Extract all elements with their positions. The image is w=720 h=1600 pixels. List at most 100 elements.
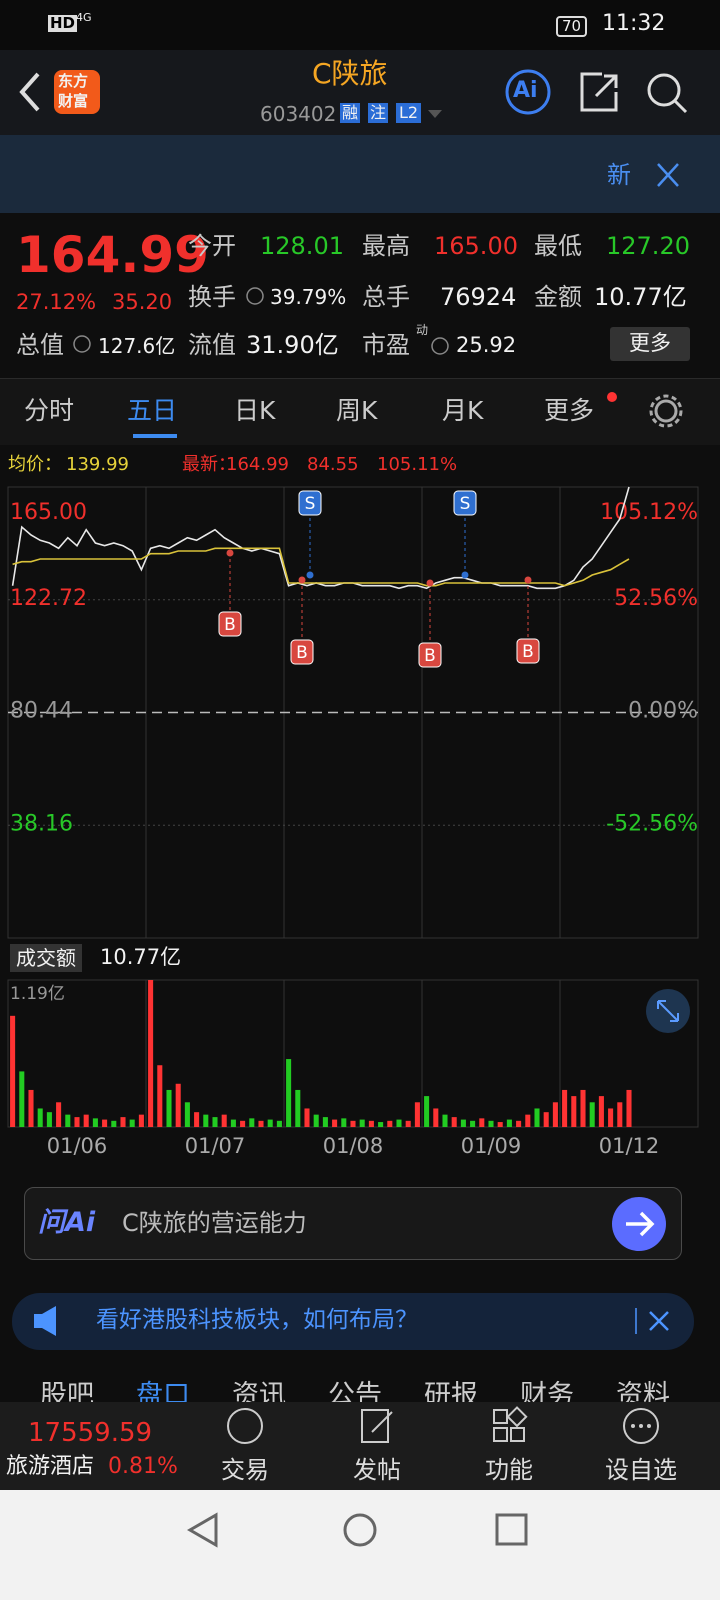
price-line — [11, 486, 630, 590]
volume-bar — [194, 1112, 200, 1127]
volume-bar — [267, 1119, 273, 1127]
volume-bar — [332, 1119, 338, 1127]
more-button[interactable]: 更多 — [610, 327, 690, 361]
y2-tick-label: 105.12% — [600, 500, 698, 525]
volume-bar — [46, 1112, 52, 1127]
volume-bar — [166, 1089, 172, 1127]
tab[interactable]: 月K — [442, 396, 484, 425]
volume-bar — [120, 1117, 126, 1127]
tab[interactable]: 周K — [336, 396, 378, 425]
volume-bar — [405, 1120, 411, 1127]
footer-action[interactable]: 交易 — [221, 1456, 269, 1484]
field-value: 31.90亿 — [246, 331, 339, 359]
volume-bar — [608, 1108, 614, 1127]
volume-total: 10.77亿 — [100, 945, 182, 969]
marker-label: S — [305, 494, 316, 514]
latest-value: 164.99 — [226, 454, 289, 475]
avg-line — [12, 547, 630, 587]
field-value: 39.79% — [270, 285, 347, 309]
volume-bar — [442, 1114, 448, 1127]
marker-label: S — [460, 494, 471, 514]
volume-bar — [157, 1065, 163, 1127]
volume-bar — [322, 1117, 328, 1127]
tab[interactable]: 日K — [234, 396, 276, 425]
volume-bar — [19, 1071, 25, 1127]
y2-tick-label: 0.00% — [628, 699, 698, 724]
volume-bar — [460, 1119, 466, 1127]
y-tick-label: 122.72 — [10, 586, 87, 611]
field-label: 最高 — [362, 232, 410, 260]
volume-bar — [433, 1108, 439, 1127]
y-tick-label: 165.00 — [10, 500, 87, 525]
volume-bar — [230, 1119, 236, 1127]
volume-bar — [626, 1089, 632, 1127]
field-label: 今开 — [188, 232, 236, 260]
marker-dot — [226, 549, 234, 557]
volume-bar — [10, 1015, 16, 1127]
volume-bar — [286, 1059, 292, 1127]
avg-value: 139.99 — [66, 454, 129, 475]
marker-dot — [298, 576, 306, 584]
footer-action[interactable]: 功能 — [485, 1456, 533, 1484]
date-label: 01/09 — [461, 1134, 522, 1158]
volume-bar — [525, 1114, 531, 1127]
tab[interactable]: 更多 — [544, 396, 595, 425]
sector-pct: 0.81% — [108, 1454, 178, 1479]
volume-bar — [138, 1114, 144, 1127]
index-value: 17559.59 — [28, 1418, 153, 1448]
marker-label: B — [296, 643, 308, 663]
volume-bar — [488, 1120, 494, 1127]
volume-bar — [258, 1120, 264, 1127]
stock-code: 603402 — [260, 102, 337, 126]
news-text: 看好港股科技板块，如何布局？ — [96, 1307, 418, 1333]
change-pct: 27.12% — [16, 290, 97, 314]
badge: 融 — [340, 103, 361, 123]
volume-bar — [92, 1118, 98, 1127]
field-value: 10.77亿 — [594, 283, 687, 311]
volume-bar — [424, 1096, 430, 1127]
marker-dot — [426, 579, 434, 587]
expand-icon — [657, 1000, 679, 1022]
network: HD — [48, 14, 78, 32]
volume-bar — [83, 1114, 89, 1127]
volume-bar — [276, 1120, 282, 1127]
volume-bar — [589, 1102, 595, 1127]
y-tick-label: 80.44 — [10, 699, 73, 724]
footer-action[interactable]: 发帖 — [353, 1456, 401, 1484]
volume-bar — [28, 1089, 34, 1127]
volume-bar — [470, 1120, 476, 1127]
volume-bar — [102, 1119, 108, 1127]
marker-label: B — [522, 642, 534, 662]
footer-action[interactable]: 设自选 — [605, 1456, 677, 1484]
field-label: 金额 — [534, 283, 582, 311]
marker-box — [218, 611, 242, 637]
ai-box[interactable] — [24, 1187, 682, 1260]
volume-bar — [562, 1089, 568, 1127]
latest-label: 最新： — [182, 454, 236, 475]
tab[interactable]: 五日 — [127, 396, 178, 425]
field-value: 128.01 — [260, 232, 344, 260]
avg-label: 均价： — [8, 454, 62, 475]
tab[interactable]: 分时 — [24, 396, 75, 425]
field-value: 127.6亿 — [98, 334, 176, 358]
ai-brand: 问Ai — [38, 1207, 96, 1238]
volume-bar — [56, 1102, 62, 1127]
volume-bar — [341, 1118, 347, 1127]
volume-bar — [516, 1120, 522, 1127]
tab-bar — [0, 378, 720, 445]
date-label: 01/08 — [323, 1134, 384, 1158]
field-label: 总手 — [362, 283, 410, 311]
tab-indicator — [133, 434, 177, 438]
volume-bar — [249, 1118, 255, 1127]
volume-selector[interactable]: 成交额 — [10, 944, 82, 972]
volume-bar — [617, 1102, 623, 1127]
marker-label: B — [424, 646, 436, 666]
y2-tick-label: -52.56% — [606, 811, 698, 836]
marker-label: B — [224, 615, 236, 635]
volume-bar — [414, 1102, 420, 1127]
volume-bar — [129, 1119, 135, 1127]
volume-bar — [479, 1118, 485, 1127]
volume-bar — [543, 1112, 549, 1127]
news-bar[interactable] — [12, 1293, 694, 1350]
date-label: 01/06 — [47, 1134, 108, 1158]
